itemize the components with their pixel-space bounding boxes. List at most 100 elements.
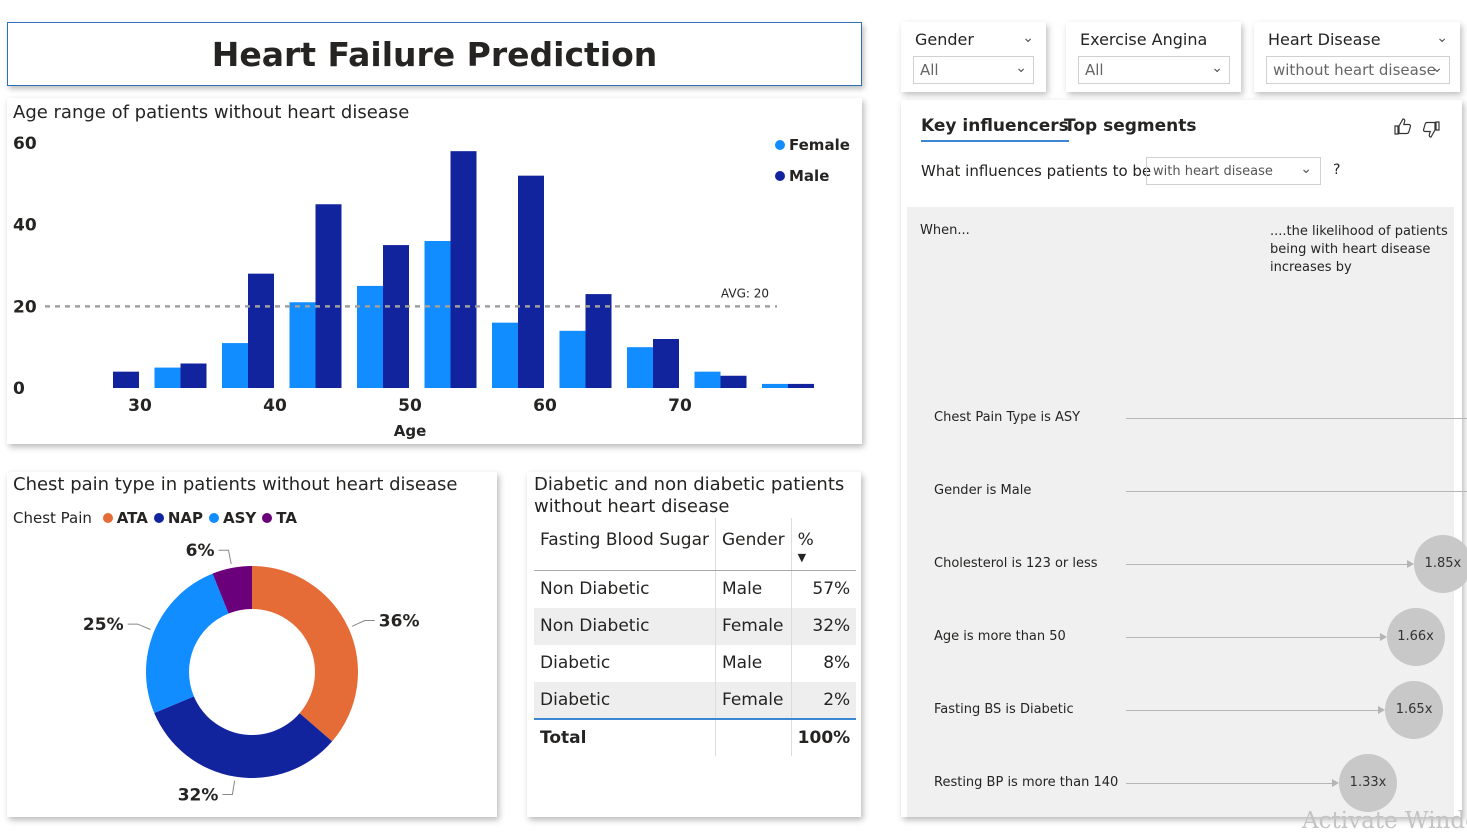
x-tick-label: 70 [668,396,692,416]
table-cell: Male [715,644,792,682]
heart-disease-slicer-dropdown[interactable]: without heart disease ⌄ [1266,56,1450,84]
chest-pain-chart-card: Chest pain type in patients without hear… [7,472,497,817]
bar-female [694,371,721,388]
bar-female [762,383,788,388]
x-tick-label: 30 [128,396,152,416]
legend-item-ata[interactable]: ATA [102,509,148,527]
legend-item-male[interactable]: Male [775,166,829,185]
gender-slicer-dropdown[interactable]: All ⌄ [913,56,1034,84]
ki-row-label[interactable]: Age is more than 50 [934,629,1066,644]
donut-data-label: 36% [379,611,420,631]
legend-dot [153,513,164,523]
ki-factor-bubble[interactable]: 1.33x [1339,754,1397,812]
exercise-angina-slicer-value: All [1085,61,1104,79]
bar-male [653,339,679,388]
x-tick-label: 40 [263,396,287,416]
bar-female [154,367,181,388]
y-tick-label: 20 [13,297,37,317]
gender-slicer[interactable]: Gender ⌄ All ⌄ [901,22,1046,92]
chevron-down-icon: ⌄ [1300,161,1312,177]
thumbs-down-icon[interactable] [1421,119,1441,139]
arrow-right-icon [1378,706,1386,714]
title-card: Heart Failure Prediction [7,22,862,86]
thumbs-up-icon[interactable] [1393,117,1413,137]
table-cell: Female [715,681,792,719]
ki-target-dropdown[interactable]: with heart disease ⌄ [1146,157,1321,185]
ki-row-label[interactable]: Chest Pain Type is ASY [934,410,1081,425]
legend-title: Chest Pain [13,509,92,527]
donut-leader-line [127,623,151,630]
arrow-right-icon [1406,560,1414,568]
chest-pain-donut-chart: 36% 32% 25% 6% [83,541,420,805]
ki-row-label[interactable]: Cholesterol is 123 or less [934,556,1098,571]
donut-legend-items: ATA NAP ASY TA [102,509,303,527]
heart-disease-slicer[interactable]: Heart Disease ⌄ without heart disease ⌄ [1254,22,1460,92]
ki-factor-bubble[interactable]: 1.85x [1413,535,1467,593]
diabetic-table-title-line1: Diabetic and non diabetic patients [534,474,845,495]
ki-row-label[interactable]: Gender is Male [934,483,1032,498]
page-title: Heart Failure Prediction [211,35,658,74]
tab-top-segments[interactable]: Top segments [1064,116,1197,136]
chevron-down-icon[interactable]: ⌄ [1436,30,1448,46]
sort-descending-icon[interactable]: ▼ [797,551,807,564]
chevron-down-icon[interactable]: ⌄ [1022,30,1034,46]
age-chart-title: Age range of patients without heart dise… [13,102,410,123]
ki-question-mark: ? [1333,162,1341,178]
bar-female [492,322,518,388]
table-cell: Non Diabetic [540,579,650,600]
ki-when-label: When... [920,223,970,238]
age-range-chart-card: Age range of patients without heart dise… [7,98,862,444]
donut-leader-line [218,549,232,565]
column-header-fasting-blood-sugar[interactable]: Fasting Blood Sugar [534,518,716,571]
x-axis-label: Age [394,422,427,440]
legend-dot [102,513,113,523]
bar-female [424,241,451,388]
donut-data-label: 25% [83,615,124,635]
legend-label-male: Male [789,167,830,185]
y-tick-label: 0 [13,379,25,399]
exercise-angina-slicer-label: Exercise Angina [1080,30,1208,49]
legend-label: ATA [116,509,148,527]
tab-key-influencers[interactable]: Key influencers [921,116,1069,142]
ki-row-label[interactable]: Fasting BS is Diabetic [934,702,1074,717]
heart-disease-slicer-value: without heart disease [1273,61,1436,79]
ki-row-label[interactable]: Resting BP is more than 140 [934,775,1119,790]
arrow-right-icon [1379,633,1387,641]
column-header-gender[interactable]: Gender [715,518,792,571]
bar-female [357,285,383,388]
legend-item-ta[interactable]: TA [262,509,297,527]
key-influencers-card: Key influencers Top segments What influe… [901,100,1467,817]
exercise-angina-slicer-dropdown[interactable]: All ⌄ [1078,56,1230,84]
ki-factor-bubble[interactable]: 1.66x [1386,608,1445,666]
ki-factor-bubble[interactable]: 1.65x [1385,681,1444,739]
bar-female [627,347,653,388]
donut-data-label: 6% [186,541,215,561]
legend-item-asy[interactable]: ASY [208,509,256,527]
chevron-down-icon: ⌄ [1431,60,1443,76]
total-label: Total [534,717,716,756]
donut-slice-asy [145,573,229,713]
column-header-percent[interactable]: % ▼ [790,518,857,571]
legend-dot-male [775,171,785,181]
ki-row-line [1126,491,1467,492]
ki-likelihood-line: being with heart disease [1270,242,1431,257]
ki-question: What influences patients to be [921,162,1152,180]
ki-row-line [1126,710,1379,711]
active-tab-underline [921,140,1069,142]
table-row: Non Diabetic Female 32% [534,607,857,645]
chest-pain-legend: Chest Pain ATA NAP ASY TA [13,509,303,527]
ki-likelihood-header: ....the likelihood of patients being wit… [1270,223,1448,277]
table-cell: Non Diabetic [534,607,716,645]
exercise-angina-slicer[interactable]: Exercise Angina All ⌄ [1066,22,1241,92]
ki-likelihood-line: ....the likelihood of patients [1270,224,1448,239]
bar-male [518,175,544,388]
bar-male [180,363,207,388]
donut-leader-line [351,619,375,627]
legend-item-female[interactable]: Female [775,135,850,154]
donut-slice-ta [212,566,252,614]
gender-slicer-value: All [920,61,939,79]
legend-item-nap[interactable]: NAP [153,509,203,527]
diabetic-table-card: Diabetic and non diabetic patients witho… [527,472,861,817]
diabetic-table-title: Diabetic and non diabetic patients witho… [534,474,844,518]
ki-row-line [1126,418,1467,419]
